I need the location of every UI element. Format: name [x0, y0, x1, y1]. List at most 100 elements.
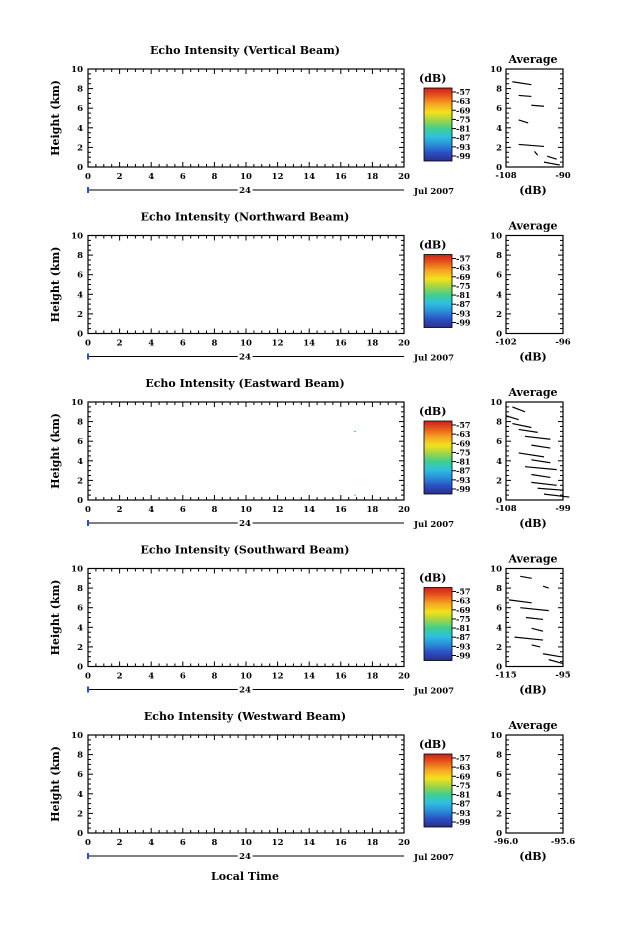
x-tick-label: 2: [117, 172, 123, 182]
x-tick-label: 0: [85, 505, 91, 515]
y-tick-label: 10: [71, 731, 83, 741]
x-tick-label: 16: [335, 172, 347, 182]
y-tick-label: 6: [77, 604, 83, 614]
average-profile-segment: [508, 599, 532, 604]
average-y-tick-label: 8: [496, 584, 502, 594]
colorbar-tick-label: -81: [456, 124, 470, 134]
x-tick-label: 14: [303, 505, 315, 515]
x-tick-label: 16: [335, 339, 347, 349]
average-profile-segment: [512, 422, 532, 429]
plot-frame: [87, 234, 405, 335]
date-marker: 24: [239, 519, 251, 529]
x-tick-label: 4: [148, 672, 154, 682]
x-tick-label: 2: [117, 838, 123, 848]
x-tick-label: 14: [303, 672, 315, 682]
average-profile-segment: [505, 415, 519, 421]
average-y-tick-label: 2: [496, 143, 502, 153]
y-tick-label: 6: [77, 437, 83, 447]
average-x-label: (dB): [519, 517, 546, 530]
plot-frame: [87, 68, 405, 168]
average-y-tick-label: 2: [496, 643, 502, 653]
colorbar-tick-label: -57: [456, 753, 470, 763]
average-profile-segment: [525, 616, 544, 621]
y-axis-label: Height (km): [49, 80, 62, 156]
y-tick-label: 4: [77, 790, 83, 800]
panel-1: Echo Intensity (Northward Beam)0 2 4 6 8 10 12…: [49, 211, 571, 365]
colorbar-tick-label: -87: [456, 632, 470, 642]
average-profile-segment: [537, 487, 564, 491]
average-y-tick-label: 10: [490, 565, 502, 575]
average-profile-segment: [520, 607, 549, 612]
x-tick-label: 10: [240, 505, 252, 515]
average-y-tick-label: 10: [490, 232, 502, 242]
x-tick-label: 12: [272, 838, 284, 848]
average-x-label: (dB): [519, 184, 546, 197]
colorbar-tick-label: -63: [456, 263, 471, 273]
average-profile-segment: [512, 81, 532, 86]
x-tick-label: 0: [85, 672, 91, 682]
average-profile-segment: [534, 150, 539, 156]
colorbar-tick-label: -69: [456, 105, 471, 115]
average-y-tick-label: 6: [496, 437, 502, 447]
y-tick-label: 6: [77, 271, 83, 281]
y-tick-label: 8: [77, 751, 83, 761]
colorbar-unit: (dB): [419, 72, 446, 85]
date-marker: 24: [239, 186, 251, 196]
y-tick-label: 0: [77, 163, 83, 173]
average-frame: [505, 68, 564, 168]
colorbar-tick-label: -69: [456, 605, 471, 615]
average-y-tick-label: 0: [496, 496, 502, 506]
y-axis-label: Height (km): [49, 746, 62, 822]
x-tick-label: 8: [211, 339, 217, 349]
y-tick-label: 10: [71, 232, 83, 242]
date-label: Jul 2007: [413, 354, 454, 364]
x-tick-label: 4: [148, 838, 154, 848]
y-tick-label: 4: [77, 623, 83, 633]
y-tick-label: 0: [77, 829, 83, 839]
panel-title: Echo Intensity (Eastward Beam): [145, 377, 344, 390]
y-tick-label: 2: [77, 310, 83, 320]
y-tick-label: 0: [77, 330, 83, 340]
x-tick-label: 8: [211, 505, 217, 515]
x-tick-label: 20: [398, 505, 410, 515]
average-y-tick-label: 10: [490, 398, 502, 408]
average-x-tick-label: -96.0: [494, 837, 518, 847]
average-title: Average: [507, 719, 557, 732]
colorbar-tick-label: -81: [456, 290, 470, 300]
colorbar: [423, 753, 453, 828]
average-profile-segment: [542, 653, 561, 658]
colorbar-tick-label: -99: [456, 484, 471, 494]
x-tick-label: 2: [117, 672, 123, 682]
colorbar-tick-label: -57: [456, 587, 470, 597]
x-tick-label: 6: [180, 672, 186, 682]
colorbar-tick-label: -69: [456, 771, 471, 781]
date-label: Jul 2007: [413, 853, 454, 863]
colorbar-tick-label: -63: [456, 596, 471, 606]
x-tick-label: 6: [180, 505, 186, 515]
average-y-tick-label: 2: [496, 310, 502, 320]
x-tick-label: 8: [211, 672, 217, 682]
colorbar-tick-label: -57: [456, 254, 470, 264]
date-marker: 24: [239, 686, 251, 696]
average-x-label: (dB): [519, 351, 546, 364]
average-x-tick-label: -95: [555, 671, 570, 681]
colorbar-tick-label: -99: [456, 318, 471, 328]
x-tick-label: 18: [366, 172, 378, 182]
date-marker: 24: [239, 852, 251, 862]
colorbar-tick-label: -99: [456, 651, 471, 661]
average-profile-segment: [518, 428, 538, 433]
colorbar-tick-label: -63: [456, 429, 471, 439]
y-tick-label: 8: [77, 584, 83, 594]
x-tick-label: 4: [148, 339, 154, 349]
x-tick-label: 14: [303, 339, 315, 349]
x-tick-label: 8: [211, 172, 217, 182]
colorbar: [423, 587, 453, 661]
colorbar-tick-label: -75: [456, 447, 470, 457]
average-profile-segment: [524, 466, 557, 471]
data-point: [354, 494, 357, 496]
panel-0: Echo Intensity (Vertical Beam)0 2 4 6 8 10 12 1…: [49, 44, 571, 198]
y-tick-label: 4: [77, 457, 83, 467]
panel-title: Echo Intensity (Westward Beam): [144, 710, 346, 723]
average-profile-segment: [531, 444, 551, 449]
average-profile-segment: [531, 459, 551, 464]
